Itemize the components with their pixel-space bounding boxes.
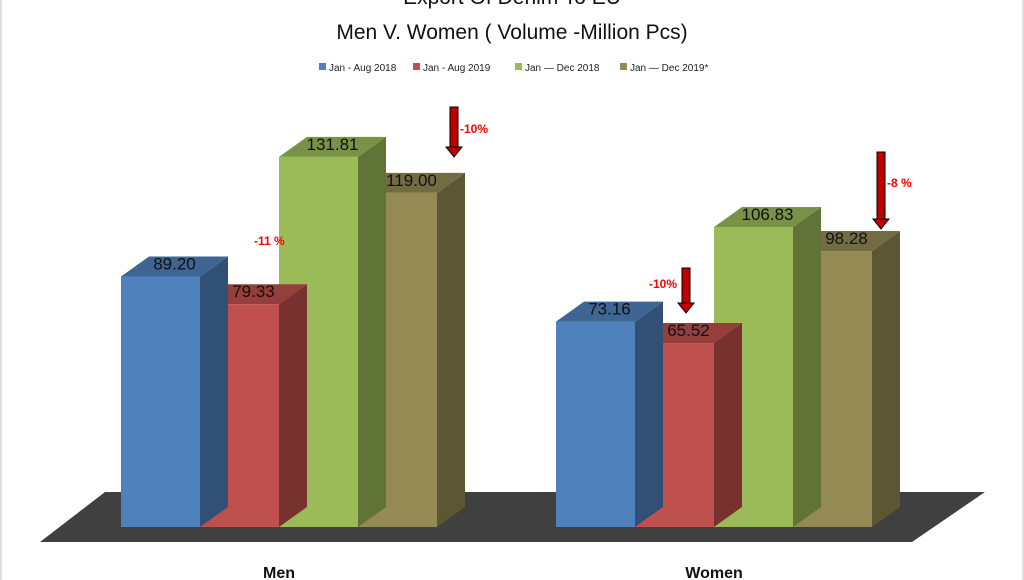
bar-top bbox=[279, 136, 386, 157]
chart-title: Export Of Denim To EU bbox=[403, 0, 621, 9]
bar-top bbox=[714, 207, 821, 228]
data-label-men-jan-aug-2019: 79.33 bbox=[232, 282, 275, 301]
chart-subtitle: Men V. Women ( Volume -Million Pcs) bbox=[336, 21, 687, 44]
bar-side bbox=[358, 136, 386, 528]
value-labels: 119.00 131.81 79.33 89.20 98.28 106.83 65.52 73… bbox=[153, 135, 868, 340]
bar-side bbox=[793, 207, 821, 527]
legend-swatch bbox=[620, 63, 627, 70]
arrow-women-jan-aug bbox=[676, 267, 696, 314]
data-label-women-jan-dec-2018: 106.83 bbox=[742, 205, 794, 224]
legend-item-jan-aug-2018: Jan - Aug 2018 bbox=[319, 63, 397, 74]
legend-item-jan-dec-2019: Jan — Dec 2019* bbox=[620, 63, 708, 74]
plot-area bbox=[40, 136, 985, 542]
bar-front bbox=[121, 276, 200, 527]
arrow-men-full-year bbox=[444, 106, 464, 158]
legend-swatch bbox=[413, 63, 420, 70]
legend-label: Jan — Dec 2018 bbox=[525, 63, 600, 74]
data-label-women-jan-dec-2019: 98.28 bbox=[825, 229, 868, 248]
legend-item-jan-aug-2019: Jan - Aug 2019 bbox=[413, 63, 491, 74]
bar-top bbox=[556, 301, 663, 322]
legend-swatch bbox=[515, 63, 522, 70]
arrow-women-full-year bbox=[871, 151, 891, 230]
legend-item-jan-dec-2018: Jan — Dec 2018 bbox=[515, 63, 600, 74]
bar-side bbox=[635, 301, 663, 527]
data-label-men-jan-aug-2018: 89.20 bbox=[153, 255, 196, 274]
data-label-women-jan-aug-2018: 73.16 bbox=[588, 300, 631, 319]
data-label-men-jan-dec-2019: 119.00 bbox=[386, 171, 437, 190]
bar-side bbox=[200, 256, 228, 527]
annotations: -11 % -10% -10% -8 % bbox=[254, 106, 912, 314]
bar-front bbox=[556, 321, 635, 527]
bar-side bbox=[279, 284, 307, 527]
category-label-men: Men bbox=[263, 565, 295, 580]
category-label-women: Women bbox=[685, 565, 742, 580]
data-label-women-jan-aug-2019: 65.52 bbox=[667, 321, 710, 340]
annotation-women-2: -10% bbox=[649, 277, 677, 291]
legend-label: Jan - Aug 2019 bbox=[423, 63, 491, 74]
bar-men-jan-aug-2018 bbox=[121, 256, 228, 527]
legend-label: Jan — Dec 2019* bbox=[630, 63, 708, 74]
bar-women-jan-aug-2018 bbox=[556, 301, 663, 527]
bar-side bbox=[437, 172, 465, 527]
annotation-men-1: -10% bbox=[460, 122, 488, 136]
category-labels: Men Women bbox=[263, 565, 743, 580]
bar-top bbox=[121, 256, 228, 277]
legend-label: Jan - Aug 2018 bbox=[329, 63, 397, 74]
data-label-men-jan-dec-2018: 131.81 bbox=[307, 135, 359, 154]
annotation-women-3: -8 % bbox=[887, 176, 912, 190]
bar-side bbox=[714, 323, 742, 527]
annotation-men-0: -11 % bbox=[254, 234, 285, 248]
legend-swatch bbox=[319, 63, 326, 70]
bar-side bbox=[872, 231, 900, 527]
legend: Jan - Aug 2018 Jan - Aug 2019 Jan — Dec 20… bbox=[319, 63, 708, 74]
